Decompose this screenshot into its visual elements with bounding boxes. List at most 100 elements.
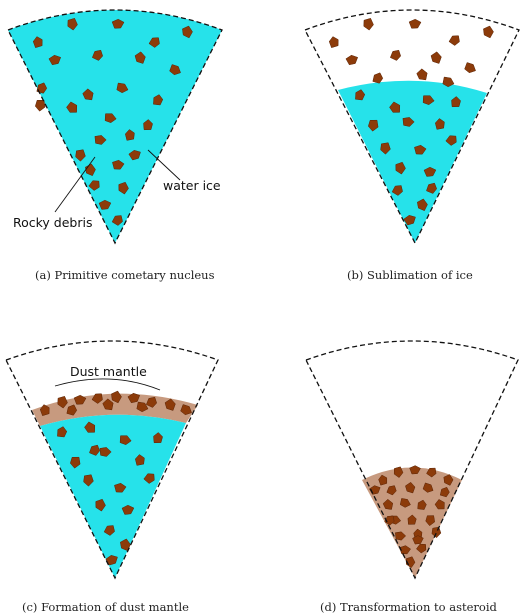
- rock-particle: [73, 394, 87, 405]
- panel-a: Rocky debris water ice (a) Primitive com…: [7, 9, 223, 282]
- rock-particle: [104, 113, 117, 123]
- panel-c: Dust mantle (c) Formation of dust mantle: [5, 340, 219, 614]
- panel-d: (d) Transformation to asteroid: [305, 340, 519, 614]
- rock-particle: [119, 435, 132, 445]
- dust-mantle-label: Dust mantle: [70, 364, 147, 379]
- rock-particle: [99, 447, 112, 457]
- rock-particle: [180, 404, 192, 416]
- rock-particle: [164, 398, 176, 411]
- rock-particle: [445, 135, 457, 146]
- rock-particle: [153, 94, 164, 106]
- rock-particle: [91, 49, 103, 61]
- rock-particle: [422, 95, 435, 105]
- rock-particle: [83, 474, 94, 487]
- rock-particle: [407, 514, 417, 525]
- panel-b: (b) Sublimation of ice: [304, 9, 520, 282]
- rock-particle: [442, 76, 455, 88]
- ice-fill: [8, 10, 222, 243]
- rock-particle: [389, 49, 401, 61]
- water-ice-leader: [147, 149, 181, 181]
- rock-particle: [417, 499, 427, 510]
- rock-particle: [423, 166, 437, 177]
- rock-particle: [66, 101, 78, 113]
- rock-particle: [464, 62, 476, 74]
- rock-particle: [39, 404, 50, 417]
- rock-particle: [32, 36, 43, 49]
- rock-particle: [368, 119, 379, 132]
- rock-particle: [48, 54, 62, 66]
- rock-particle: [148, 37, 160, 48]
- wedge-outline: [5, 340, 219, 580]
- rock-particle: [125, 129, 135, 141]
- rocky-debris-label: Rocky debris: [13, 215, 93, 230]
- rock-particle: [386, 485, 397, 496]
- rock-particle: [402, 117, 415, 127]
- rock-particle: [372, 72, 384, 84]
- wedge-outline: [304, 9, 520, 245]
- dust-mantle-leader: [54, 378, 161, 391]
- ice-fill: [40, 414, 186, 578]
- rock-particle: [483, 25, 494, 39]
- rock-particle: [89, 444, 100, 456]
- rock-particle: [88, 180, 100, 191]
- rock-particle: [116, 82, 129, 94]
- rock-particle: [417, 198, 428, 212]
- rock-particle: [145, 396, 157, 408]
- rock-particle: [434, 499, 445, 510]
- rock-particle: [382, 498, 394, 510]
- water-ice-label: water ice: [163, 178, 221, 193]
- rock-particle: [414, 144, 427, 155]
- rock-particle: [111, 215, 123, 226]
- rock-particle: [416, 543, 427, 554]
- rock-particle: [403, 215, 416, 226]
- rock-particle: [380, 142, 391, 155]
- rock-particle: [426, 467, 437, 478]
- rock-particle: [443, 474, 454, 486]
- rock-particle: [143, 473, 155, 484]
- rock-particle: [416, 68, 428, 81]
- rock-particle: [399, 498, 411, 508]
- rock-particle: [426, 182, 437, 194]
- rock-particle: [355, 89, 366, 101]
- rock-particle: [451, 96, 461, 108]
- rock-particle: [114, 482, 127, 493]
- rock-particle: [66, 404, 78, 416]
- rock-particle: [91, 393, 103, 404]
- rock-particle: [35, 99, 46, 112]
- rock-particle: [98, 199, 112, 210]
- rock-particle: [103, 525, 115, 536]
- rock-particle: [128, 150, 141, 161]
- rock-particles-d: [369, 465, 454, 568]
- rock-particle: [393, 466, 404, 478]
- rock-particle: [422, 482, 434, 493]
- rock-particle: [395, 531, 407, 541]
- rock-particle: [389, 101, 401, 113]
- rock-particle: [82, 88, 94, 101]
- rock-particle: [405, 481, 416, 494]
- rock-particle: [67, 17, 78, 31]
- rock-particle: [363, 17, 374, 31]
- rock-particle: [182, 25, 193, 39]
- rock-particle: [121, 504, 135, 515]
- caption-a: (a) Primitive cometary nucleus: [35, 268, 215, 282]
- caption-d: (d) Transformation to asteroid: [320, 600, 498, 614]
- rock-particles-c: [39, 390, 192, 566]
- rock-particle: [57, 395, 68, 409]
- rock-particle: [412, 535, 424, 545]
- rock-particles-b: [328, 17, 494, 226]
- rock-particles-a: [32, 17, 193, 226]
- rock-particle: [70, 456, 81, 469]
- rock-particle: [136, 401, 149, 413]
- rock-particle: [430, 51, 442, 64]
- rock-particle: [448, 35, 460, 46]
- rock-particle: [435, 118, 445, 130]
- rock-particle: [95, 498, 106, 512]
- rock-particle: [57, 426, 68, 438]
- wedge-outline: [305, 340, 519, 580]
- rock-particle: [111, 390, 122, 404]
- rocky-debris-leader: [54, 156, 96, 213]
- rock-particle: [127, 392, 141, 404]
- rock-particle: [75, 149, 86, 162]
- rock-particle: [143, 119, 153, 131]
- rock-particle: [94, 135, 107, 145]
